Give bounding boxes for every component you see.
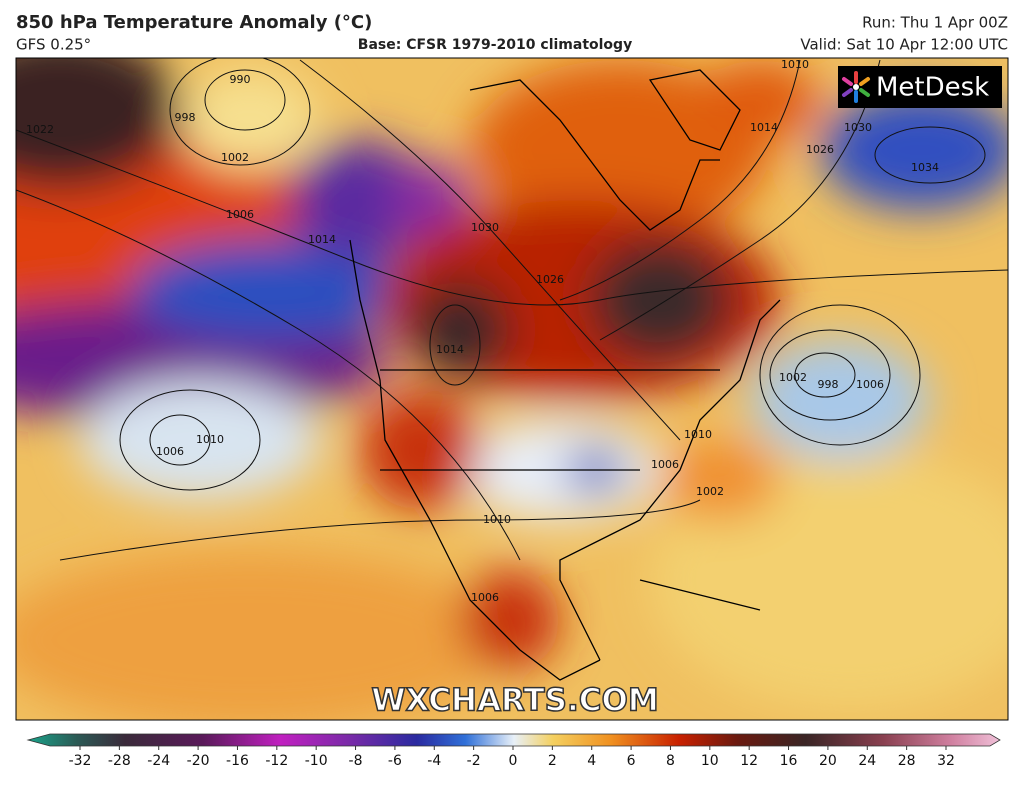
colorbar-tick-label: 12 <box>740 753 758 769</box>
isobar-labels: 990 998 1002 1006 1014 1022 1006 1010 1014 1026 10… <box>26 58 939 604</box>
isobar-label: 990 <box>230 73 251 86</box>
isobar-label: 1010 <box>781 58 809 71</box>
colorbar-tick-label: -2 <box>467 753 481 769</box>
colorbar-tick-label: 28 <box>898 753 916 769</box>
isobar-label: 1014 <box>750 121 778 134</box>
colorbar-tick-label: -8 <box>349 753 363 769</box>
isobar-label: 1002 <box>696 485 724 498</box>
isobar-label: 1010 <box>196 433 224 446</box>
colorbar-tick-label: 0 <box>509 753 518 769</box>
valid: Valid: Sat 10 Apr 12:00 UTC <box>800 36 1008 54</box>
base: Base: CFSR 1979-2010 climatology <box>358 37 632 53</box>
isobar-label: 1026 <box>536 273 564 286</box>
isobar-label: 1014 <box>308 233 336 246</box>
colorbar-tick-label: -32 <box>69 753 92 769</box>
logo: MetDesk <box>876 73 989 103</box>
colorbar-tick-label: 20 <box>819 753 837 769</box>
title: 850 hPa Temperature Anomaly (°C) <box>16 12 372 33</box>
colorbar-ticks: -32 -28 -24 -20 -16 -12 -10 -8 -6 -4 -2 0 2 4 6 8 10 12 16… <box>69 746 955 769</box>
isobar-label: 1002 <box>779 371 807 384</box>
isobar-label: 1030 <box>471 221 499 234</box>
colorbar-tick-label: -4 <box>427 753 441 769</box>
isobar-label: 1030 <box>844 121 872 134</box>
colorbar-tick-label: -24 <box>147 753 170 769</box>
colorbar-tick-label: 10 <box>701 753 719 769</box>
colorbar <box>26 733 1001 747</box>
map: 990 998 1002 1006 1014 1022 1006 1010 1014 1026 10… <box>16 58 1008 720</box>
isobar-label: 1010 <box>684 428 712 441</box>
colorbar-tick-label: 2 <box>548 753 557 769</box>
colorbar-tick-label: -6 <box>388 753 402 769</box>
colorbar-tick-label: -10 <box>305 753 328 769</box>
colorbar-tick-label: -28 <box>108 753 131 769</box>
watermark: WXCHARTS.COM <box>371 683 658 719</box>
isobar-label: 998 <box>175 111 196 124</box>
isobar-label: 1006 <box>156 445 184 458</box>
isobar-label: 1022 <box>26 123 54 136</box>
isobar-label: 1026 <box>806 143 834 156</box>
colorbar-tick-label: 6 <box>627 753 636 769</box>
model: GFS 0.25° <box>16 36 91 54</box>
isobar-label: 998 <box>818 378 839 391</box>
colorbar-tick-label: 16 <box>780 753 798 769</box>
isobar-label: 1014 <box>436 343 464 356</box>
colorbar-tick-label: 4 <box>587 753 596 769</box>
logo-icon <box>842 71 870 103</box>
isobar-label: 1034 <box>911 161 939 174</box>
isobar-label: 1010 <box>483 513 511 526</box>
colorbar-tick-label: -12 <box>265 753 288 769</box>
colorbar-tick-label: 8 <box>666 753 675 769</box>
colorbar-tick-label: 32 <box>937 753 955 769</box>
colorbar-tick-label: -16 <box>226 753 249 769</box>
run: Run: Thu 1 Apr 00Z <box>862 14 1008 32</box>
map-frame <box>15 57 1009 721</box>
isobar-label: 1006 <box>226 208 254 221</box>
colorbar-tick-label: 24 <box>858 753 876 769</box>
colorbar-tick-label: -20 <box>187 753 210 769</box>
logo-box <box>838 66 1002 108</box>
isobar-label: 1006 <box>651 458 679 471</box>
isobar-label: 1006 <box>471 591 499 604</box>
isobar-label: 1002 <box>221 151 249 164</box>
isobar-label: 1006 <box>856 378 884 391</box>
